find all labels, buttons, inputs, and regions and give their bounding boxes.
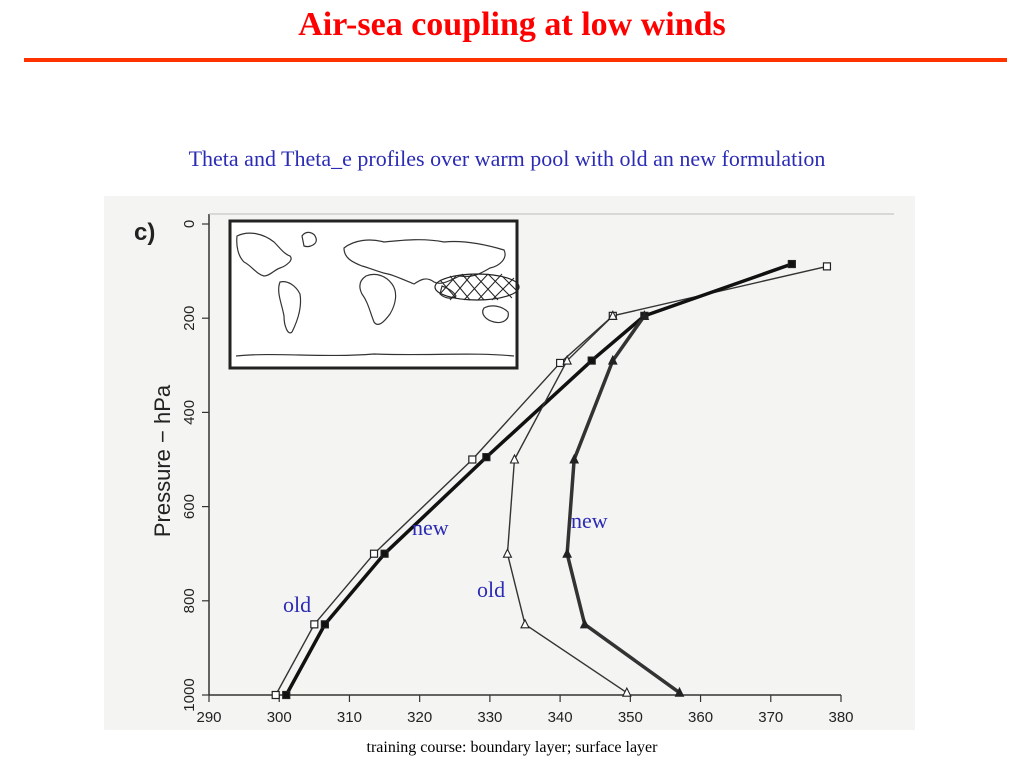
series-3-point [502,547,513,558]
series-3-line [506,315,628,694]
series-1-point [822,262,832,271]
label-old-theta: old [283,592,312,617]
series-2-point [282,690,291,700]
y-tick-label: 800 [181,588,198,613]
panel-label: c) [134,219,155,246]
series-2-point [380,549,389,558]
y-tick-label: 400 [181,400,198,425]
y-tick-label: 1000 [181,678,198,711]
x-tick-label: 380 [828,709,853,726]
series-layer [271,259,832,700]
slide-subtitle: Theta and Theta_e profiles over warm poo… [188,146,826,171]
label-old-theta-e: old [477,577,506,602]
series-4-point [674,686,685,697]
series-4-point [569,453,580,464]
series-1-point [310,620,319,629]
series-2-point [787,259,796,269]
x-tick-label: 370 [758,709,783,726]
series-4-point [562,547,573,558]
x-tick-label: 290 [196,709,221,726]
series-2-point [482,453,491,462]
series-3-point [621,686,632,697]
world-map-icon [235,231,515,357]
x-tick-label: 360 [688,709,713,726]
series-1-point [369,549,379,558]
slide-footer: training course: boundary layer; surface… [366,739,658,756]
y-tick-label: 600 [181,494,198,519]
x-tick-label: 320 [407,709,432,726]
x-tick-label: 340 [548,709,573,726]
label-new-theta-e: new [571,508,608,533]
slide-title: Air-sea coupling at low winds [298,6,726,43]
inset-world-map [228,219,520,370]
series-1-point [556,358,565,368]
series-3-point [520,618,530,629]
y-tick-label: 0 [181,220,198,228]
x-tick-label: 310 [337,709,362,726]
series-4-line [565,314,681,695]
series-4-point [607,354,618,365]
warm-pool-hatch [434,273,520,301]
profile-chart: 290 300 310 320 330 340 350 360 370 380 0 200 400 600… [134,213,894,726]
series-4-point [579,618,590,629]
series-3-point [607,310,618,320]
series-1-point [468,455,477,464]
chart-axes: 290 300 310 320 330 340 350 360 370 380 0 200 400 600… [181,213,894,726]
figure-panel: 290 300 310 320 330 340 350 360 370 380 0 200 400 600… [104,196,915,730]
series-2-point [587,356,596,365]
x-tick-label: 350 [618,709,643,726]
x-tick-label: 300 [267,709,292,726]
series-3-point [562,354,573,365]
title-divider [24,58,1007,62]
label-new-theta: new [412,515,449,540]
y-axis-label: Pressure − hPa [150,384,175,537]
x-tick-label: 330 [477,709,502,726]
series-4-point [639,310,650,320]
y-tick-label: 200 [181,306,198,331]
series-1-point [271,690,280,700]
series-2-point [320,620,329,629]
series-3-point [509,453,520,464]
